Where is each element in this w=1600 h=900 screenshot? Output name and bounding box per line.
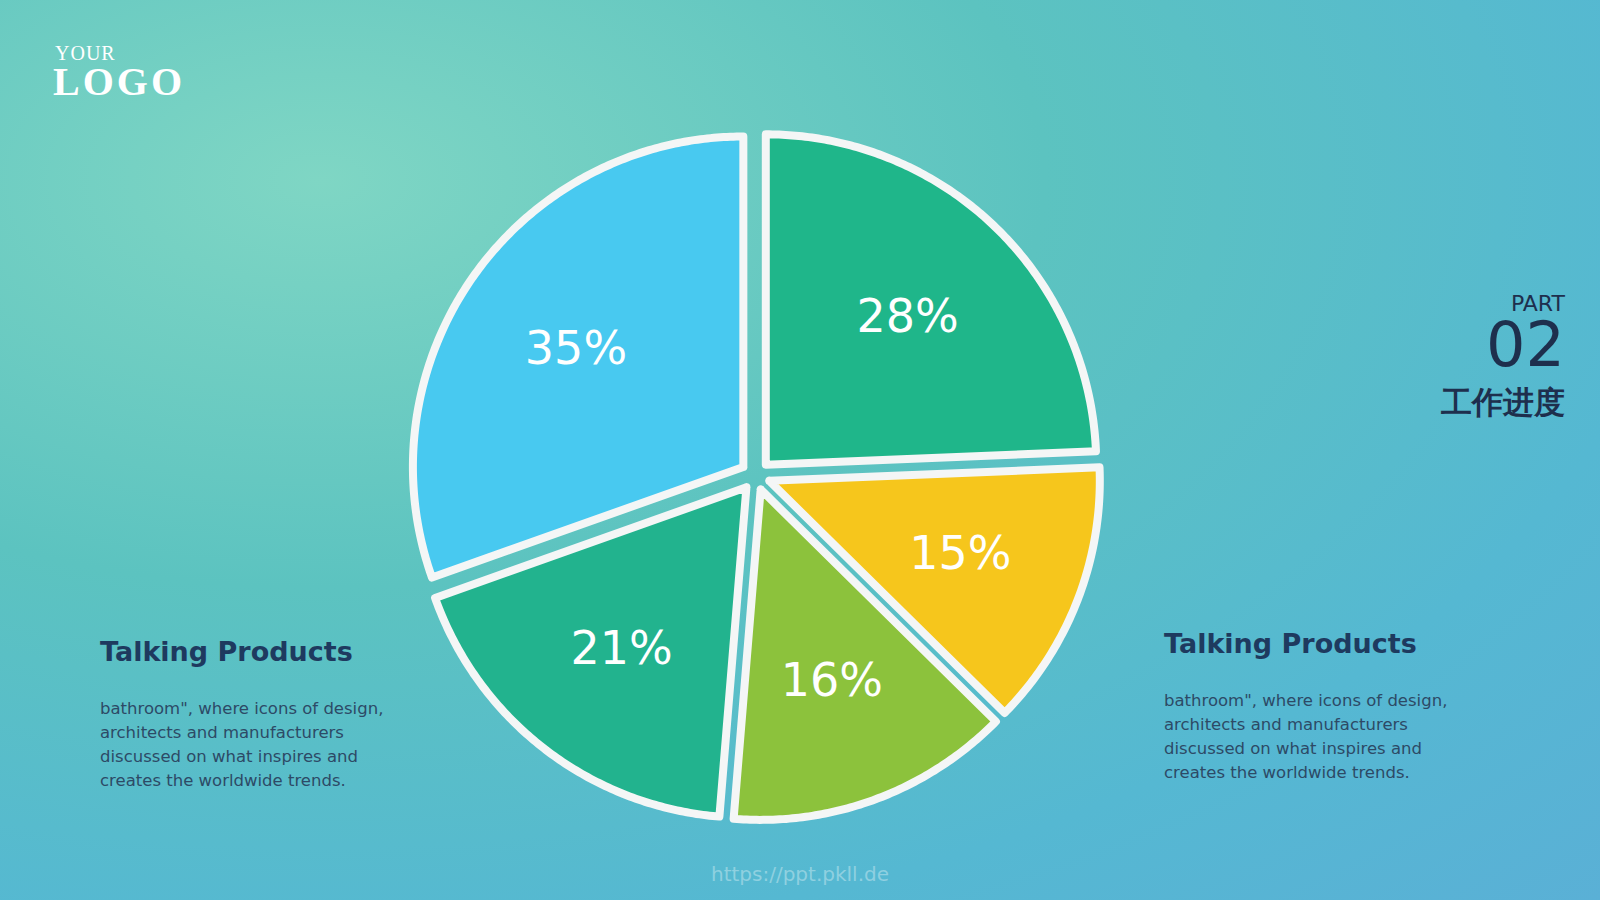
html-text:YOUR: YOUR (55, 42, 116, 64)
html-text:architects and manufacturers: architects and manufacturers (100, 723, 344, 742)
svg-text:28%: 28% (857, 289, 959, 343)
svg-text:35%: 35% (525, 321, 627, 375)
html-text:creates the worldwide trends.: creates the worldwide trends. (1164, 763, 1410, 782)
html-text:Talking Products: Talking Products (1164, 628, 1417, 659)
html-text:discussed on what inspires and: discussed on what inspires and (1164, 739, 1422, 758)
html-text:discussed on what inspires and: discussed on what inspires and (100, 747, 358, 766)
html-text:https://ppt.pkll.de: https://ppt.pkll.de (711, 862, 889, 886)
html-text:PART: PART (1511, 291, 1565, 316)
html-text:creates the worldwide trends.: creates the worldwide trends. (100, 771, 346, 790)
svg-text:16%: 16% (781, 653, 883, 707)
svg-text:15%: 15% (909, 526, 1011, 580)
html-text:bathroom", where icons of desi: bathroom", where icons of design, (1164, 691, 1448, 710)
html-text:LOGO: LOGO (53, 59, 185, 104)
html-text:Talking Products: Talking Products (100, 636, 353, 667)
html-text:02: 02 (1486, 308, 1565, 381)
html-text:architects and manufacturers: architects and manufacturers (1164, 715, 1408, 734)
html-text:bathroom", where icons of desi: bathroom", where icons of design, (100, 699, 384, 718)
html-text:工作进度: 工作进度 (1441, 384, 1565, 420)
svg-text:21%: 21% (570, 621, 672, 675)
